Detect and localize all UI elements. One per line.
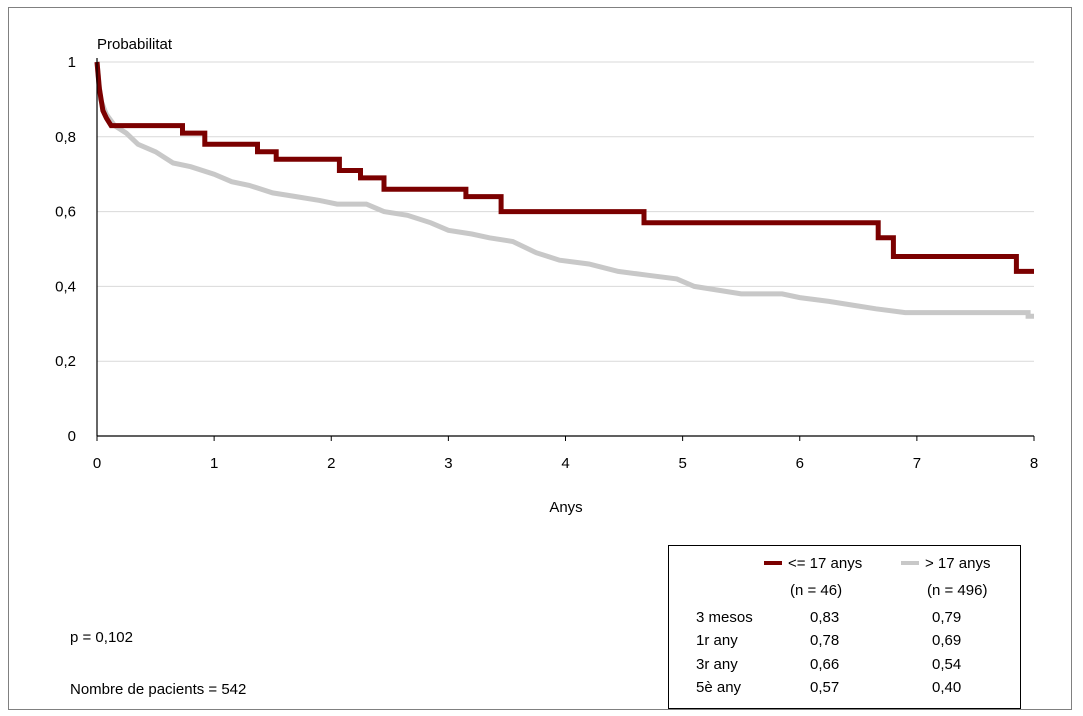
axes [96, 58, 1035, 441]
series-line-2 [94, 61, 1034, 319]
row-label: 3r any [696, 656, 738, 673]
y-tick-label: 1 [68, 54, 76, 71]
legend-series-2-n: (n = 496) [927, 582, 988, 599]
y-tick-label: 0,2 [55, 353, 76, 370]
x-tick-label: 0 [93, 455, 101, 472]
series-line-1 [94, 61, 1034, 274]
legend-entry-series-1: <= 17 anys [764, 555, 862, 572]
tick-labels: 0 0,2 0,4 0,6 0,8 1 0 1 2 3 4 5 6 7 8 [55, 54, 1038, 472]
row-label: 1r any [696, 632, 738, 649]
row-value-a: 0,78 [810, 632, 840, 649]
y-tick-label: 0,6 [55, 204, 76, 221]
chart-frame [8, 7, 1072, 710]
x-tick-label: 1 [210, 455, 218, 472]
x-tick-label: 4 [561, 455, 569, 472]
x-tick-label: 6 [796, 455, 804, 472]
row-value-a: 0,57 [810, 679, 840, 696]
row-value-b: 0,69 [932, 632, 962, 649]
series-lines [94, 61, 1034, 319]
x-tick-label: 2 [327, 455, 335, 472]
patients-count-note: Nombre de pacients = 542 [70, 681, 247, 698]
row-label: 3 mesos [696, 609, 753, 626]
legend-entry-series-2: > 17 anys [901, 555, 990, 572]
row-value-a: 0,83 [810, 609, 840, 626]
row-value-b: 0,40 [932, 679, 962, 696]
legend-series-1-n: (n = 46) [790, 582, 843, 599]
row-label: 5è any [696, 679, 742, 696]
y-tick-label: 0,8 [55, 129, 76, 146]
x-tick-label: 7 [913, 455, 921, 472]
x-axis-label: Anys [549, 499, 582, 516]
p-value-note: p = 0,102 [70, 629, 133, 646]
y-tick-label: 0 [68, 428, 76, 445]
legend-swatch-series-2 [901, 561, 919, 566]
row-value-b: 0,79 [932, 609, 962, 626]
x-tick-label: 8 [1030, 455, 1038, 472]
x-tick-label: 3 [444, 455, 452, 472]
legend-series-2-name: > 17 anys [925, 555, 991, 572]
row-value-a: 0,66 [810, 656, 840, 673]
row-value-b: 0,54 [932, 656, 962, 673]
legend-swatch-series-1 [764, 561, 782, 566]
y-tick-label: 0,4 [55, 278, 76, 295]
x-tick-label: 5 [678, 455, 686, 472]
y-axis-label: Probabilitat [97, 36, 173, 53]
legend-series-1-name: <= 17 anys [788, 555, 863, 572]
legend-table: <= 17 anys > 17 anys (n = 46) (n = 496) … [668, 545, 1021, 709]
